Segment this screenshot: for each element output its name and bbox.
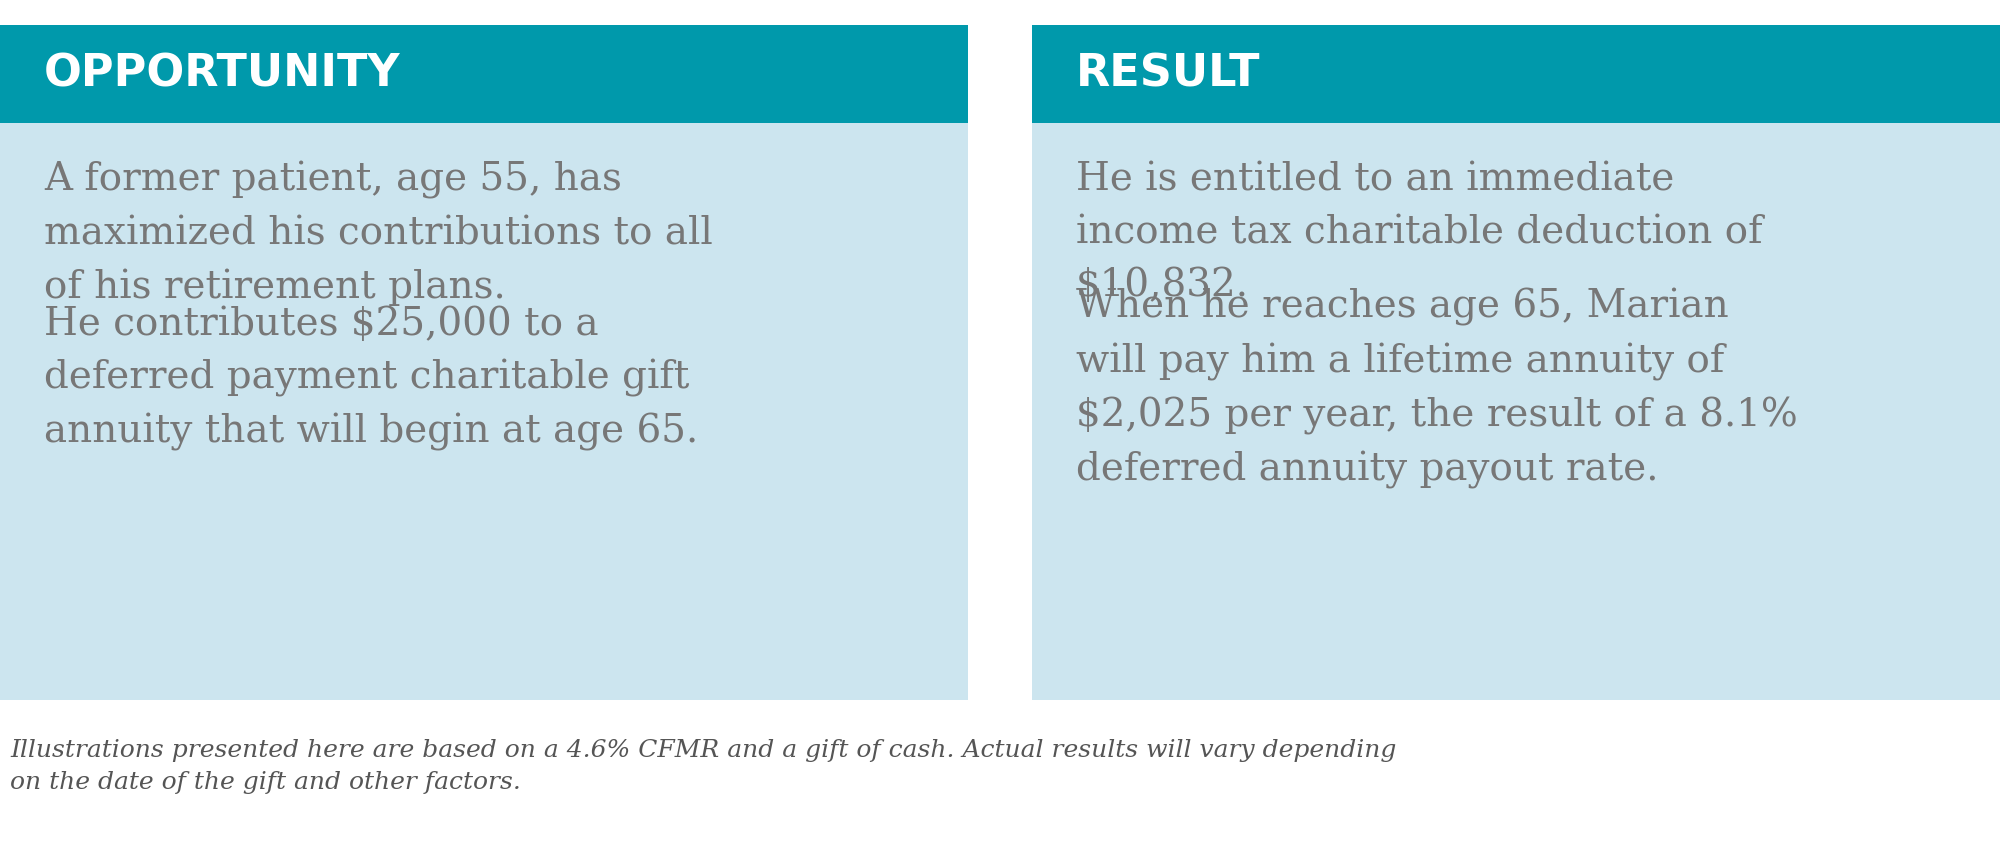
Text: He contributes $25,000 to a
deferred payment charitable gift
annuity that will b: He contributes $25,000 to a deferred pay… [44,306,698,451]
Text: OPPORTUNITY: OPPORTUNITY [44,53,400,96]
Text: RESULT: RESULT [1076,53,1260,96]
FancyBboxPatch shape [0,25,968,700]
FancyBboxPatch shape [1032,25,2000,123]
FancyBboxPatch shape [0,25,968,123]
Text: A former patient, age 55, has
maximized his contributions to all
of his retireme: A former patient, age 55, has maximized … [44,161,712,306]
Text: When he reaches age 65, Marian
will pay him a lifetime annuity of
$2,025 per yea: When he reaches age 65, Marian will pay … [1076,289,1798,489]
FancyBboxPatch shape [1032,25,2000,700]
Text: He is entitled to an immediate
income tax charitable deduction of
$10,832.: He is entitled to an immediate income ta… [1076,161,1762,304]
Text: Illustrations presented here are based on a 4.6% CFMR and a gift of cash. Actual: Illustrations presented here are based o… [10,739,1396,794]
